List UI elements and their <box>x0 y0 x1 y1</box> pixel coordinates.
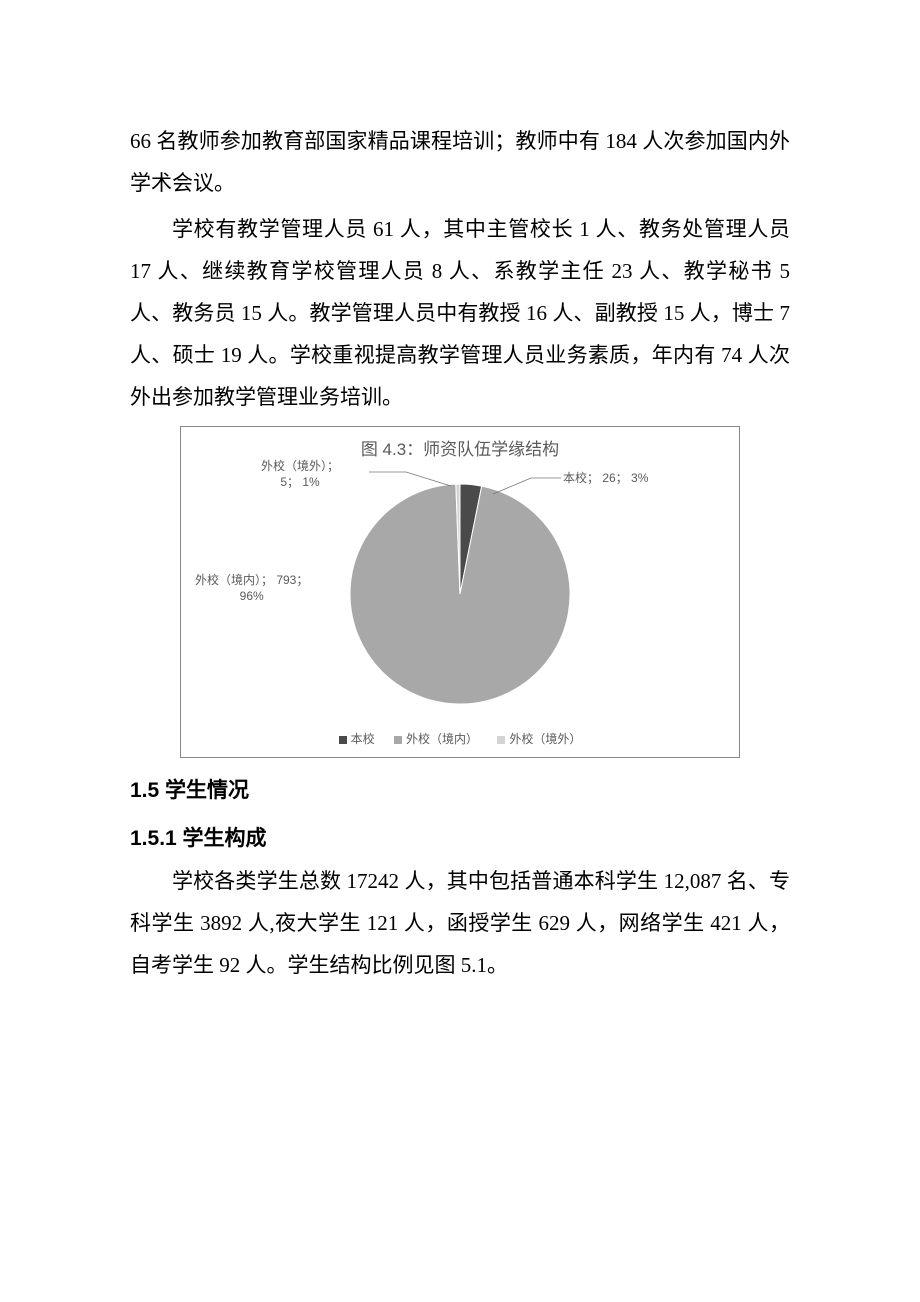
chart-title: 图 4.3：师资队伍学缘结构 <box>191 435 729 460</box>
swatch-icon <box>394 736 402 744</box>
chart-area: 本校； 26； 3% 外校（境外）； 5； 1% 外校（境内）； 793； 96… <box>191 464 729 724</box>
heading-1-5-1: 1.5.1 学生构成 <box>130 818 790 860</box>
legend-item-jingwai: 外校（境外） <box>497 732 581 746</box>
legend-item-benxiao: 本校 <box>339 732 378 746</box>
slice-label-jingnei: 外校（境内）； 793； 96% <box>195 572 308 604</box>
swatch-icon <box>339 736 347 744</box>
slice-label-jingwai: 外校（境外）； 5； 1% <box>261 458 339 490</box>
pie-chart-figure: 图 4.3：师资队伍学缘结构 本校； 26； 3% 外校（境外）； 5； 1% … <box>180 426 740 758</box>
legend-item-jingnei: 外校（境内） <box>394 732 481 746</box>
paragraph-2: 学校有教学管理人员 61 人，其中主管校长 1 人、教务处管理人员 17 人、继… <box>130 208 790 418</box>
swatch-icon <box>497 736 505 744</box>
paragraph-3: 学校各类学生总数 17242 人，其中包括普通本科学生 12,087 名、专科学… <box>130 860 790 986</box>
paragraph-1: 66 名教师参加教育部国家精品课程培训；教师中有 184 人次参加国内外学术会议… <box>130 120 790 204</box>
heading-1-5: 1.5 学生情况 <box>130 770 790 812</box>
chart-legend: 本校 外校（境内） 外校（境外） <box>191 730 729 747</box>
slice-label-benxiao: 本校； 26； 3% <box>563 470 648 486</box>
